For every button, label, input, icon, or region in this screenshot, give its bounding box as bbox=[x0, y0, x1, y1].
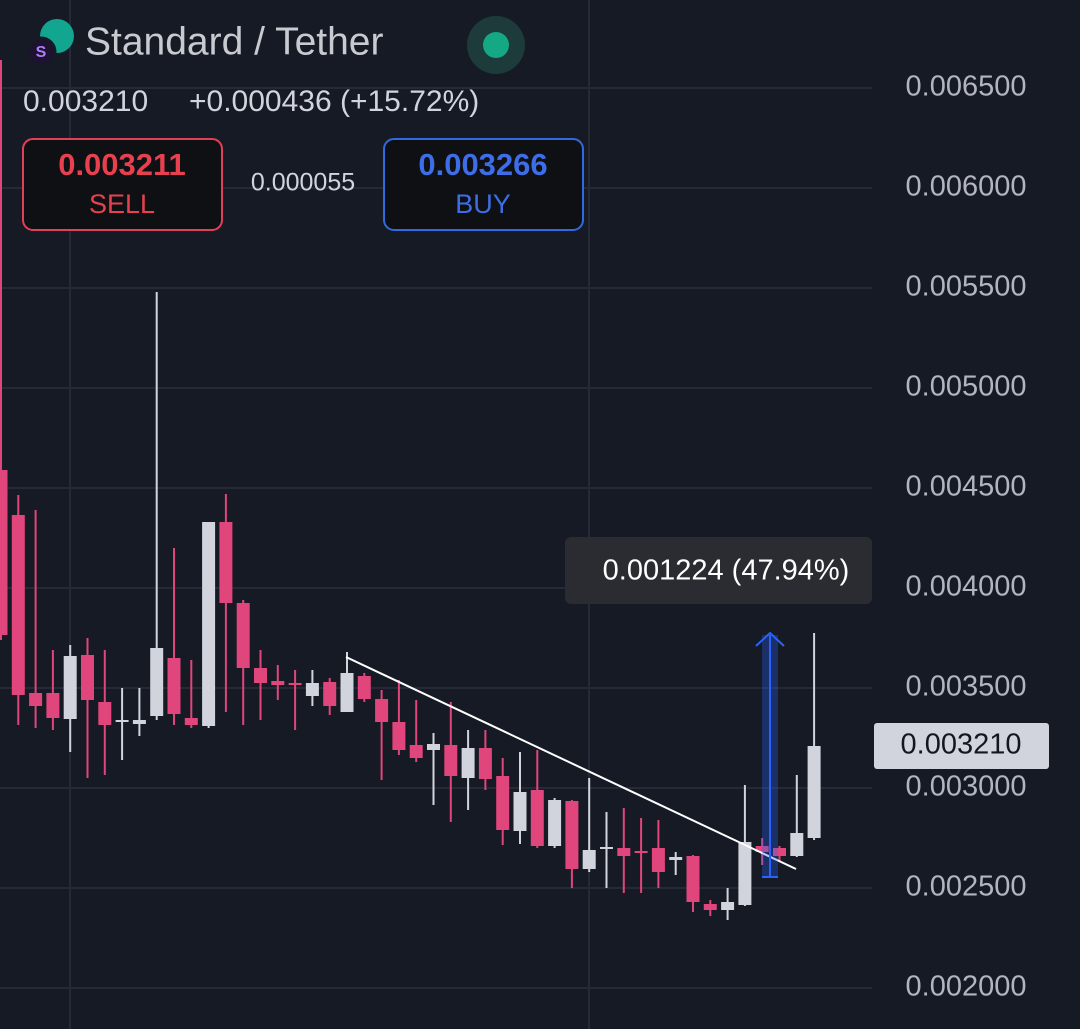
candle-body bbox=[288, 683, 302, 685]
candle-body bbox=[790, 833, 804, 856]
candle-body bbox=[634, 851, 648, 853]
candle-body bbox=[669, 857, 683, 860]
candle-body bbox=[132, 720, 146, 724]
candle-body bbox=[375, 699, 389, 722]
last-price-box bbox=[874, 723, 1049, 769]
candle-body bbox=[150, 648, 164, 716]
candle-body bbox=[46, 693, 60, 718]
y-tick-label: 0.003500 bbox=[906, 671, 1027, 703]
symbol-title: Standard / Tether bbox=[85, 20, 383, 63]
candle-body bbox=[167, 658, 181, 714]
candle-body bbox=[738, 842, 752, 905]
y-tick-label: 0.006000 bbox=[906, 171, 1027, 203]
y-tick-label: 0.004000 bbox=[906, 571, 1027, 603]
candle-body bbox=[340, 673, 354, 712]
candle-body bbox=[236, 603, 250, 668]
candle-body bbox=[271, 681, 285, 685]
candle-body bbox=[115, 720, 129, 722]
y-axis: 0.002000 0.002500 0.003000 0.003500 0.004000… bbox=[874, 71, 1049, 1003]
buy-button[interactable] bbox=[383, 138, 584, 231]
candle-body bbox=[409, 745, 423, 758]
quote-icon-glyph: S bbox=[36, 44, 47, 61]
measure-label: 0.001224 (47.94%) bbox=[603, 555, 850, 587]
candle-body bbox=[98, 702, 112, 725]
candle-body bbox=[600, 847, 613, 849]
y-tick-label: 0.002000 bbox=[906, 971, 1027, 1003]
candle-body bbox=[651, 848, 665, 872]
buy-label: BUY bbox=[455, 189, 511, 219]
candle-body bbox=[582, 850, 596, 869]
candle-body bbox=[202, 522, 216, 726]
candle-body bbox=[305, 683, 319, 696]
last-price: 0.003210 bbox=[23, 85, 148, 118]
candles bbox=[0, 60, 821, 920]
last-price-label: 0.003210 bbox=[901, 729, 1022, 761]
candle-body bbox=[773, 848, 786, 856]
candle-body bbox=[357, 676, 371, 699]
candle-body bbox=[478, 748, 492, 779]
y-tick-label: 0.003000 bbox=[906, 771, 1027, 803]
candle-body bbox=[254, 668, 267, 683]
candle-body bbox=[427, 744, 440, 750]
candle-body bbox=[617, 848, 631, 856]
measure-arrow bbox=[755, 631, 785, 878]
candle-body bbox=[392, 722, 406, 750]
buy-price: 0.003266 bbox=[418, 147, 547, 182]
candle-body bbox=[721, 902, 735, 910]
measure-label-box bbox=[565, 537, 872, 604]
candle-body bbox=[81, 655, 94, 700]
header: S Standard / Tether 0.003210 +0.000436 (… bbox=[22, 16, 584, 231]
candle-body bbox=[461, 748, 475, 778]
measure-arrowhead bbox=[755, 631, 785, 647]
quote-icon bbox=[25, 36, 57, 68]
candle-body bbox=[496, 776, 510, 830]
candle-body bbox=[530, 790, 544, 846]
candle-body bbox=[807, 746, 821, 838]
candle-body bbox=[444, 745, 458, 776]
y-tick-label: 0.002500 bbox=[906, 871, 1027, 903]
status-dot bbox=[483, 32, 509, 58]
sell-button[interactable] bbox=[22, 138, 223, 231]
price-change: +0.000436 (+15.72%) bbox=[189, 85, 479, 118]
candle-body bbox=[323, 682, 337, 706]
spread: 0.000055 bbox=[251, 169, 355, 197]
candle-body bbox=[548, 800, 562, 846]
candle-body bbox=[184, 718, 198, 725]
sell-price: 0.003211 bbox=[58, 147, 186, 182]
candle-body bbox=[0, 470, 8, 635]
y-tick-label: 0.005500 bbox=[906, 271, 1027, 303]
candle-body bbox=[755, 846, 769, 852]
sell-label: SELL bbox=[89, 189, 155, 219]
y-tick-label: 0.004500 bbox=[906, 471, 1027, 503]
candle-body bbox=[63, 656, 77, 719]
candle-body bbox=[29, 693, 43, 706]
trend-line bbox=[345, 656, 797, 870]
y-tick-label: 0.005000 bbox=[906, 371, 1027, 403]
candle-body bbox=[11, 515, 25, 695]
candle-body bbox=[565, 801, 579, 869]
candle-body bbox=[513, 792, 527, 831]
y-tick-label: 0.006500 bbox=[906, 71, 1027, 103]
candle-body bbox=[219, 522, 233, 603]
candle-body bbox=[686, 856, 700, 902]
candle-body bbox=[703, 904, 717, 910]
